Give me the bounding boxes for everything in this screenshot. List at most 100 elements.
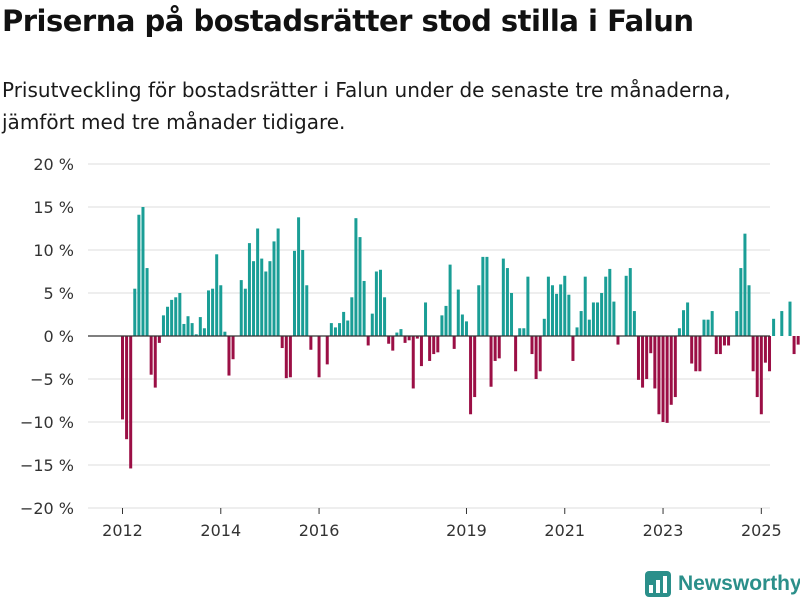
bar (759, 336, 763, 415)
bar (530, 336, 534, 355)
bar (276, 228, 280, 336)
bar (694, 336, 698, 372)
bar (505, 268, 509, 336)
bar (280, 336, 284, 349)
x-tick-label: 2023 (643, 521, 684, 540)
bar (677, 328, 681, 336)
bar (596, 302, 600, 336)
bar (325, 336, 329, 365)
bar (538, 336, 542, 372)
bar (288, 336, 292, 378)
bar (501, 258, 505, 336)
y-tick-label: −5 % (30, 370, 74, 389)
bar (612, 301, 616, 336)
bar (239, 280, 243, 336)
bar (727, 336, 731, 346)
bar (510, 293, 514, 336)
bar (157, 336, 161, 343)
bar (579, 311, 583, 336)
bar (374, 271, 378, 336)
bar (608, 268, 612, 336)
bar (698, 336, 702, 372)
bar (514, 336, 518, 372)
bar (260, 258, 264, 336)
bar (317, 336, 321, 378)
bar (133, 288, 137, 336)
bar (751, 336, 755, 372)
bar (198, 317, 202, 336)
bar (739, 268, 743, 336)
bar (309, 336, 313, 350)
bar (763, 336, 767, 363)
bar (395, 332, 399, 336)
bar (137, 214, 141, 336)
bar (378, 269, 382, 336)
bar (284, 336, 288, 379)
bar (747, 285, 751, 336)
bar (272, 241, 276, 336)
bar (145, 268, 149, 336)
bar (518, 328, 522, 336)
bar (370, 313, 374, 336)
bar (411, 336, 415, 389)
bar (571, 336, 575, 361)
bar (346, 320, 350, 336)
x-tick-label: 2014 (200, 521, 241, 540)
bar (444, 305, 448, 336)
bar (436, 336, 440, 353)
bar (477, 285, 481, 336)
bar (575, 327, 579, 336)
bar (440, 315, 444, 336)
y-tick-label: −15 % (20, 456, 74, 475)
y-tick-label: 10 % (33, 241, 74, 260)
x-tick-label: 2012 (102, 521, 143, 540)
bar (247, 243, 251, 336)
bar (391, 336, 395, 351)
y-tick-label: 15 % (33, 198, 74, 217)
bar (714, 336, 718, 355)
bar (743, 233, 747, 336)
y-tick-label: −10 % (20, 413, 74, 432)
x-tick-label: 2025 (741, 521, 782, 540)
bar (706, 319, 710, 336)
bar (690, 336, 694, 364)
bar (772, 318, 776, 336)
bar (358, 237, 362, 336)
chart-subtitle: Prisutveckling för bostadsrätter i Falun… (2, 78, 731, 134)
bar (563, 275, 567, 336)
bar (297, 217, 301, 336)
bar (587, 319, 591, 336)
bar (207, 290, 210, 336)
bar (755, 336, 759, 398)
bar (428, 336, 432, 361)
bar (350, 297, 354, 336)
bar (780, 311, 784, 336)
bar (305, 285, 309, 336)
bar (170, 299, 174, 336)
bar (591, 302, 595, 336)
bar (342, 311, 346, 336)
bar (424, 302, 428, 336)
bar (649, 336, 653, 354)
y-tick-label: 5 % (44, 284, 74, 303)
bar (710, 311, 714, 336)
bar (669, 336, 673, 405)
bar (788, 301, 792, 336)
bar (231, 336, 235, 360)
bar (559, 284, 563, 336)
x-axis: 2012 2014 2016 2019 2021 2023 2025 (102, 508, 782, 540)
bar (497, 336, 501, 359)
bar (333, 327, 337, 336)
bar (202, 328, 206, 336)
bar (268, 261, 272, 336)
bar (252, 261, 256, 336)
bar (383, 297, 387, 336)
bar (301, 250, 305, 336)
bar (583, 276, 587, 336)
bar (329, 323, 333, 336)
bars (121, 207, 800, 469)
bar (550, 285, 554, 336)
bar (354, 218, 358, 336)
bar (121, 336, 124, 420)
x-tick-label: 2019 (446, 521, 487, 540)
